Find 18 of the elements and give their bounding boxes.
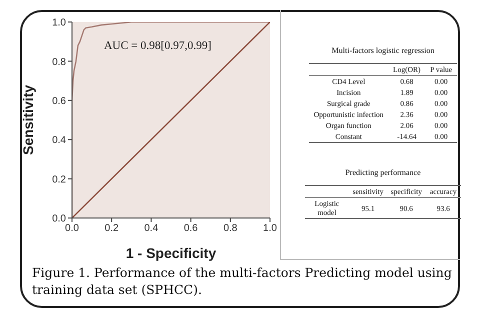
caption: Figure 1. Performance of the multi-factors Predicting model using training data set (SPHCC). xyxy=(32,264,452,298)
x-axis-title: 1 - Specificity xyxy=(126,245,216,261)
y-tick-label: 0.0 xyxy=(52,214,66,225)
x-tick-label: 0.6 xyxy=(184,223,198,234)
y-tick-label: 0.8 xyxy=(52,56,66,68)
x-tick-label: 0.4 xyxy=(144,223,159,234)
x-tick-label: 0.0 xyxy=(65,223,80,234)
x-tick-label: 0.8 xyxy=(223,223,238,234)
text: Multi-factors logistic regression xyxy=(330,46,436,55)
y-tick-label: 0.2 xyxy=(52,174,66,186)
y-axis-title: Sensitivity xyxy=(20,84,36,156)
y-tick-label: 0.6 xyxy=(52,96,66,107)
x-tick-label: 0.2 xyxy=(104,223,119,234)
annotation: AUC = 0.98[0.97,0.99] xyxy=(104,40,212,52)
y-tick-label: 0.4 xyxy=(52,135,66,146)
x-tick-label: 1.0 xyxy=(263,223,278,234)
y-tick-label: 1.0 xyxy=(52,18,66,29)
text: Predicting performance xyxy=(344,168,422,177)
